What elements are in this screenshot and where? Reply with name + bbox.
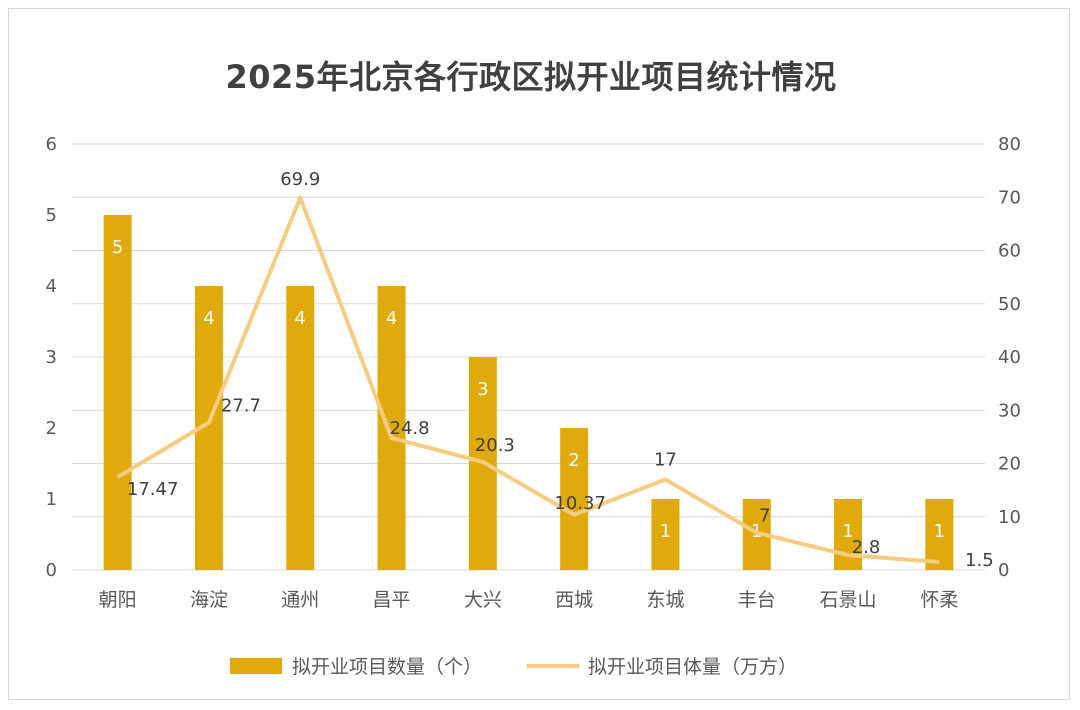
bar	[103, 215, 132, 570]
right-axis-tick: 80	[998, 134, 1021, 155]
category-label: 石景山	[820, 589, 877, 611]
left-axis-tick: 5	[46, 205, 57, 226]
line-data-label: 17	[654, 449, 677, 470]
volume-line	[116, 195, 940, 565]
right-axis-tick: 50	[998, 294, 1021, 315]
left-axis-tick: 1	[46, 489, 57, 510]
bar-data-label: 4	[386, 308, 397, 329]
legend-bar-swatch	[230, 658, 282, 674]
chart-frame	[8, 8, 1070, 700]
line-data-label: 2.8	[852, 537, 881, 558]
left-axis-tick: 2	[46, 418, 57, 439]
bar	[377, 286, 406, 570]
left-axis-tick: 0	[46, 560, 57, 581]
line-data-label: 20.3	[475, 435, 515, 456]
bar	[651, 499, 680, 570]
bar	[286, 286, 315, 570]
chart-title: 2025年北京各行政区拟开业项目统计情况	[225, 58, 837, 96]
line-data-label: 10.37	[554, 493, 606, 514]
right-axis-tick: 60	[998, 241, 1021, 262]
line-data-label: 24.8	[390, 418, 430, 439]
line-data-label: 69.9	[280, 169, 320, 190]
bar	[560, 428, 589, 570]
bar	[925, 499, 954, 570]
bar-data-label: 3	[477, 379, 488, 400]
category-label: 大兴	[464, 589, 502, 611]
line-data-label: 27.7	[221, 395, 261, 416]
line-data-label: 7	[759, 506, 770, 527]
left-axis-tick: 3	[46, 347, 57, 368]
left-axis-tick: 6	[46, 134, 57, 155]
bar-data-label: 2	[568, 450, 579, 471]
line-data-label: 17.47	[127, 479, 179, 500]
right-axis-tick: 10	[998, 507, 1021, 528]
right-axis-tick: 70	[998, 187, 1021, 208]
right-axis-tick: 20	[998, 454, 1021, 475]
line-data-label: 1.5	[965, 550, 994, 571]
category-label: 丰台	[738, 589, 776, 611]
left-axis-tick: 4	[46, 276, 57, 297]
category-label: 怀柔	[920, 589, 958, 611]
bar-data-label: 4	[203, 308, 214, 329]
right-axis-tick: 40	[998, 347, 1021, 368]
bar-data-label: 1	[842, 521, 853, 542]
bar-data-label: 4	[295, 308, 306, 329]
category-label: 通州	[281, 589, 319, 611]
bar-data-label: 1	[660, 521, 671, 542]
category-label: 朝阳	[99, 589, 137, 611]
bar-data-label: 5	[112, 237, 123, 258]
legend-bar-label: 拟开业项目数量（个）	[292, 656, 482, 678]
category-label: 西城	[555, 589, 593, 611]
category-label: 昌平	[373, 589, 411, 611]
bar-data-label: 1	[934, 521, 945, 542]
category-label: 东城	[646, 589, 684, 611]
legend-line-label: 拟开业项目体量（万方）	[588, 656, 797, 678]
right-axis-tick: 30	[998, 400, 1021, 421]
bar	[834, 499, 863, 570]
right-axis-tick: 0	[998, 560, 1009, 581]
category-label: 海淀	[190, 589, 228, 611]
